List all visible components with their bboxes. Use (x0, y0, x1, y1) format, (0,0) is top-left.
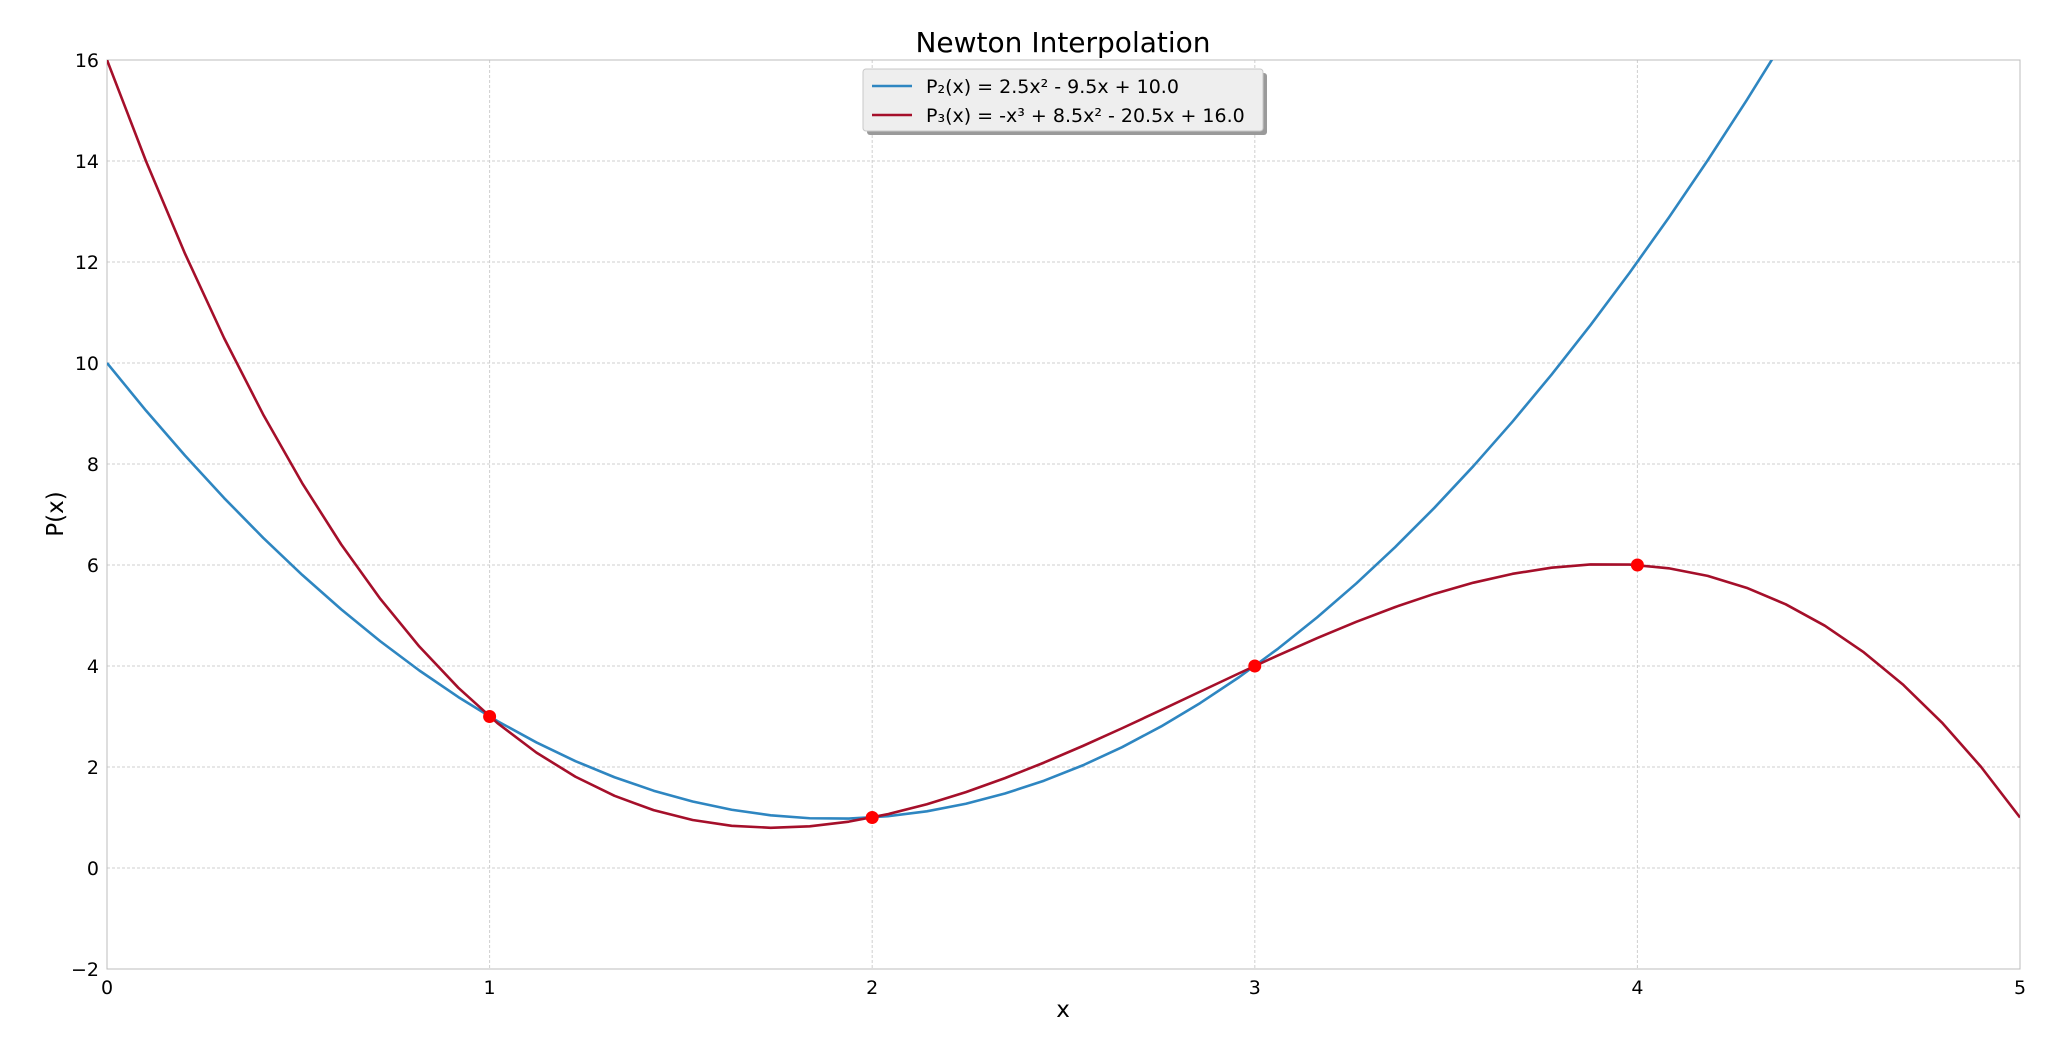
legend-box (862, 68, 1264, 132)
y-tick-label: −2 (71, 959, 99, 981)
chart-title: Newton Interpolation (915, 26, 1210, 59)
legend-label-p2: P₂(x) = 2.5x² - 9.5x + 10.0 (926, 76, 1179, 98)
y-tick-label: 6 (87, 555, 99, 577)
y-tick-label: 14 (75, 151, 99, 173)
y-tick-label: 10 (75, 353, 99, 375)
series-line-p3 (107, 60, 2020, 830)
y-tick-label: 4 (87, 656, 99, 678)
series-lines (107, 60, 2020, 830)
x-tick-label: 1 (484, 977, 496, 999)
data-point (483, 710, 497, 723)
y-axis-label: P(x) (43, 491, 69, 536)
x-tick-label: 4 (1631, 977, 1643, 999)
legend: P₂(x) = 2.5x² - 9.5x + 10.0 P₃(x) = -x³ … (862, 68, 1267, 135)
y-tick-label: 12 (75, 252, 99, 274)
y-tick-label: 16 (75, 50, 99, 72)
interpolation-points (483, 558, 1644, 824)
series-line-p2 (107, 60, 1774, 820)
data-point (1248, 659, 1262, 673)
data-point (1630, 558, 1644, 572)
y-tick-label: 0 (87, 858, 99, 880)
x-tick-label: 5 (2014, 977, 2026, 999)
legend-label-p3: P₃(x) = -x³ + 8.5x² - 20.5x + 16.0 (926, 105, 1245, 127)
y-tick-label: 2 (87, 757, 99, 779)
x-tick-label: 0 (101, 977, 113, 999)
data-point (865, 811, 879, 824)
x-tick-label: 2 (866, 977, 878, 999)
x-tick-label: 3 (1249, 977, 1261, 999)
plot-frame (106, 59, 2021, 970)
x-axis-label: x (1056, 997, 1070, 1023)
y-tick-label: 8 (87, 454, 99, 476)
